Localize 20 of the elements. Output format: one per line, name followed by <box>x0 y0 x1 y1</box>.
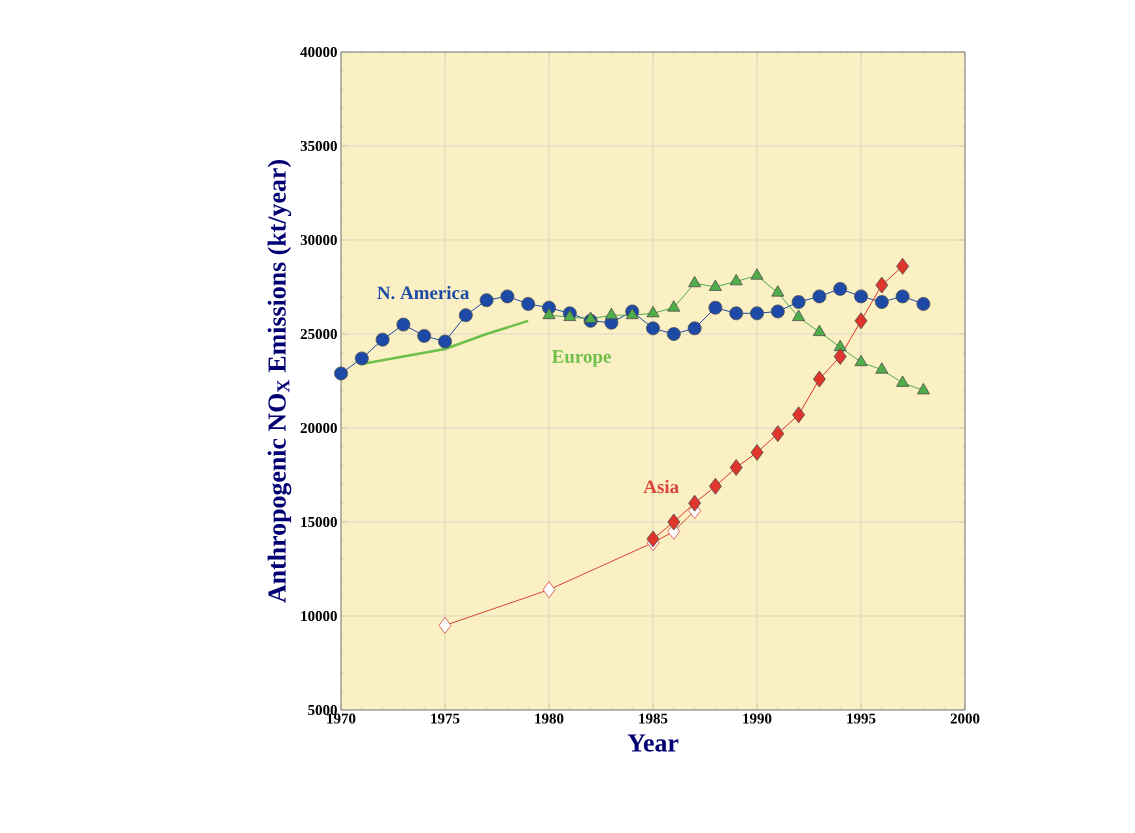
y-axis-title: Anthropogenic NO$_{X}$ Emissions (kt/year) <box>267 160 292 603</box>
x-tick-label: 1985 <box>639 713 668 724</box>
y-tick-label: 25000 <box>300 328 337 340</box>
y-tick-label: 5000 <box>308 704 337 716</box>
x-tick-label: 1995 <box>847 713 876 724</box>
x-axis-title: Year <box>627 734 679 752</box>
y-tick-label: 30000 <box>300 234 337 246</box>
y-tick-label: 35000 <box>300 140 337 152</box>
series-label: Asia <box>643 479 679 494</box>
text: Europe <box>552 350 611 367</box>
y-tick-label: 40000 <box>300 46 337 58</box>
y-tick-label: 15000 <box>301 516 337 528</box>
x-tick-label: 1970 <box>327 713 356 724</box>
series-label: N. America <box>377 285 470 300</box>
y-tick-label: 20000 <box>300 422 337 434</box>
x-tick-label: 1990 <box>743 713 772 724</box>
y-tick-label: 10000 <box>301 610 337 622</box>
x-tick-label: 1975 <box>431 713 460 724</box>
x-tick-label: 1980 <box>535 713 564 724</box>
x-tick-label: 2000 <box>950 713 980 724</box>
